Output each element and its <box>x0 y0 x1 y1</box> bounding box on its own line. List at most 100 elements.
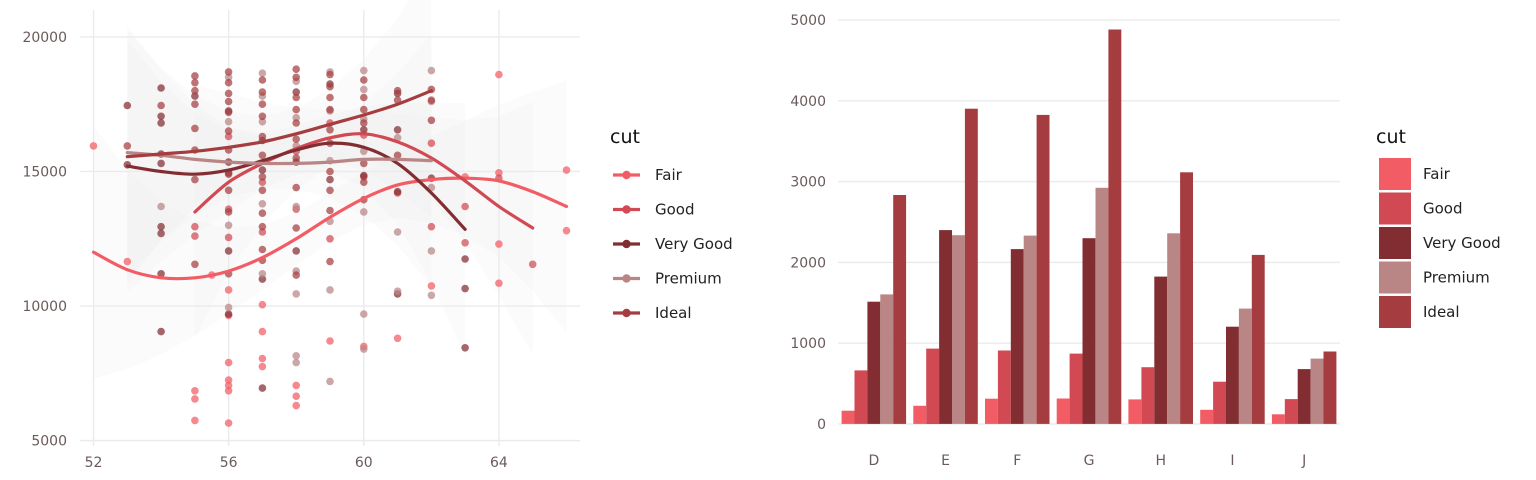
bar-g-very-good <box>1082 238 1096 424</box>
scatter-point-ideal <box>292 73 301 82</box>
legend-label-ideal: Ideal <box>655 304 692 322</box>
scatter-point-ideal <box>191 78 199 87</box>
legend-key-swatch-good <box>1379 192 1411 225</box>
scatter-y-tick-label: 10000 <box>22 299 67 315</box>
scatter-point-very-good <box>258 384 267 392</box>
scatter-point-ideal <box>326 105 334 114</box>
scatter-point-ideal <box>292 183 301 192</box>
scatter-point-very-good <box>191 92 199 100</box>
scatter-point-fair <box>495 169 503 177</box>
scatter-point-ideal <box>326 93 334 102</box>
bar-legend: cut Fair Good Very Good Premium Ideal <box>1376 126 1501 328</box>
bar-x-tick-label: D <box>868 453 879 469</box>
scatter-point-ideal <box>360 178 368 186</box>
bars <box>841 29 1337 424</box>
scatter-point-very-good <box>461 255 469 263</box>
scatter-point-fair <box>191 416 199 425</box>
bar-h-ideal <box>1180 172 1193 424</box>
scatter-point-fair <box>326 337 334 345</box>
bar-y-tick-label: 1000 <box>790 336 826 352</box>
scatter-point-ideal <box>224 68 233 76</box>
bar-d-fair <box>841 410 855 424</box>
scatter-point-premium <box>360 310 368 318</box>
legend-key-point-good <box>622 205 631 214</box>
scatter-point-ideal <box>292 271 301 279</box>
scatter-point-very-good <box>157 159 165 168</box>
scatter-point-ideal <box>224 186 233 195</box>
scatter-point-ideal <box>292 224 301 232</box>
bar-j-good <box>1284 399 1298 424</box>
scatter-point-premium <box>292 202 301 211</box>
legend-label-ideal: Ideal <box>1423 303 1460 321</box>
bar-d-ideal <box>893 195 907 424</box>
bar-x-tick-label: H <box>1155 453 1166 469</box>
scatter-point-fair <box>191 387 199 395</box>
scatter-point-premium <box>360 66 368 75</box>
scatter-point-fair <box>393 334 402 343</box>
bar-x-tick-label: G <box>1084 453 1095 469</box>
bar-chart: 0 1000 2000 3000 4000 5000 D E F G H I J cut Fair Goo… <box>790 13 1500 469</box>
trend-line-good <box>193 132 535 230</box>
scatter-point-premium <box>157 202 165 211</box>
scatter-point-very-good <box>360 126 368 134</box>
bar-i-fair <box>1200 409 1214 424</box>
scatter-point-very-good <box>157 270 165 278</box>
scatter-point-ideal <box>258 173 267 181</box>
scatter-point-premium <box>393 287 402 296</box>
scatter-point-fair <box>258 362 267 371</box>
scatter-point-ideal <box>258 112 267 121</box>
scatter-point-ideal <box>224 78 233 87</box>
scatter-point-very-good <box>393 126 402 134</box>
scatter-point-premium <box>393 228 402 236</box>
scatter-point-ideal <box>258 100 267 108</box>
scatter-point-fair <box>191 395 199 403</box>
scatter-point-very-good <box>157 119 165 127</box>
scatter-point-very-good <box>292 247 301 255</box>
bar-j-premium <box>1310 358 1324 424</box>
scatter-point-ideal <box>326 206 334 215</box>
scatter-y-tick-label: 5000 <box>31 434 67 450</box>
scatter-point-very-good <box>326 175 334 184</box>
scatter-point-fair <box>292 401 301 410</box>
scatter-point-good <box>258 228 267 236</box>
scatter-point-ideal <box>427 96 436 104</box>
legend-key-swatch-very-good <box>1379 227 1411 259</box>
legend-key-point-premium <box>622 274 631 283</box>
bar-g-good <box>1069 353 1083 424</box>
bar-j-very-good <box>1297 369 1311 424</box>
scatter-point-ideal <box>292 105 301 114</box>
trend-line-fair <box>91 176 569 281</box>
scatter-point-fair <box>292 392 301 401</box>
legend-label-premium: Premium <box>1423 269 1490 287</box>
scatter-point-ideal <box>360 105 368 114</box>
scatter-point-very-good <box>258 166 267 174</box>
scatter-point-very-good <box>157 222 165 231</box>
scatter-point-very-good <box>292 88 301 96</box>
bar-x-tick-label: I <box>1230 453 1234 469</box>
scatter-point-ideal <box>326 167 334 176</box>
scatter-point-premium <box>258 69 267 77</box>
scatter-point-very-good <box>157 327 165 336</box>
scatter-point-very-good <box>461 344 469 352</box>
scatter-point-fair <box>224 419 233 427</box>
scatter-point-premium <box>292 113 301 122</box>
bar-legend-title: cut <box>1376 126 1406 148</box>
scatter-point-ideal <box>258 222 267 231</box>
legend-label-premium: Premium <box>655 270 722 288</box>
bar-y-tick-label: 3000 <box>790 175 826 191</box>
scatter-legend-title: cut <box>610 126 640 148</box>
bar-y-tick-label: 2000 <box>790 255 826 271</box>
scatter-point-ideal <box>360 76 368 84</box>
scatter-point-fair <box>224 286 233 294</box>
scatter-point-very-good <box>157 229 165 238</box>
legend-label-good: Good <box>1423 200 1463 218</box>
scatter-point-fair <box>258 327 267 336</box>
scatter-point-premium <box>360 85 368 94</box>
scatter-point-very-good <box>360 171 368 180</box>
scatter-point-ideal <box>224 97 233 106</box>
scatter-point-premium <box>224 221 233 230</box>
scatter-point-ideal <box>224 170 233 178</box>
scatter-x-tick-label: 60 <box>355 455 373 471</box>
scatter-point-ideal <box>326 70 334 79</box>
